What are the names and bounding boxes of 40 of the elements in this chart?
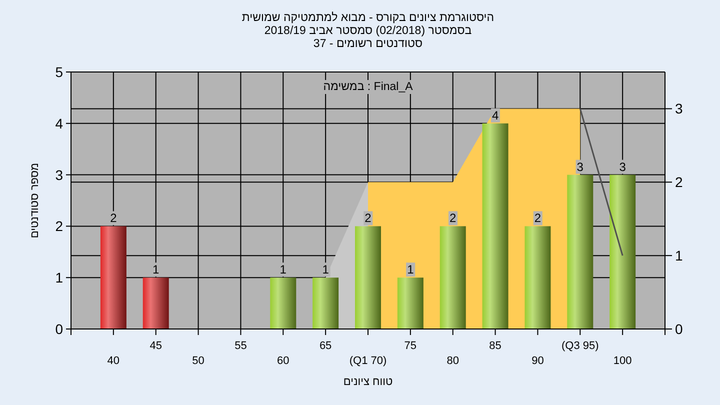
x-axis-title: טווח ציונים <box>343 376 393 388</box>
x-tick-label: 55 <box>234 340 247 352</box>
x-tick-label: (Q3 95) <box>561 340 599 352</box>
chart-title: היסטוגרמת ציונים בקורס - מבוא למתמטיקה שמושית <box>242 11 494 24</box>
data-label: 1 <box>280 262 287 277</box>
y-tick-label: 3 <box>55 166 64 183</box>
y2-tick-label: 2 <box>675 174 683 190</box>
x-tick-label: 45 <box>150 340 162 352</box>
y2-tick-label: 3 <box>675 100 683 117</box>
data-label: 3 <box>619 160 626 174</box>
data-label: 2 <box>110 211 118 226</box>
y-tick-label: 5 <box>55 64 64 80</box>
annotation: במשימה : Final_A <box>323 81 414 93</box>
x-tick-label: 40 <box>107 355 120 367</box>
x-tick-label: 60 <box>277 355 290 367</box>
data-label: 3 <box>576 160 584 174</box>
x-tick-label: 90 <box>532 355 544 367</box>
data-label: 1 <box>152 262 160 277</box>
y-tick-label: 2 <box>55 218 64 234</box>
x-tick-label: 50 <box>192 355 204 367</box>
data-label: 1 <box>322 262 330 277</box>
data-label: 4 <box>492 108 499 122</box>
x-tick-label: 75 <box>404 340 417 352</box>
data-label: 2 <box>534 211 542 226</box>
y2-tick-label: 1 <box>675 248 683 264</box>
data-label: 2 <box>364 211 372 226</box>
text: סטודנטים רשומים - 37 <box>313 38 423 50</box>
y-tick-label: 4 <box>55 115 64 132</box>
y-axis-title: מספר סטודנטים <box>29 162 41 238</box>
x-tick-label: 100 <box>613 355 632 367</box>
y-tick-label: 1 <box>55 270 64 286</box>
x-tick-label: 80 <box>446 355 459 367</box>
y2-tick-label: 0 <box>675 321 683 337</box>
x-tick-label: 85 <box>489 340 502 352</box>
y-tick-label: 0 <box>55 321 64 337</box>
chart-subtitle: בסמסטר (02/2018) סמסטר אביב 2018/19 <box>264 25 472 37</box>
data-label: 2 <box>450 211 457 226</box>
x-tick-label: 65 <box>319 340 332 352</box>
x-tick-label: (Q1 70) <box>349 355 387 367</box>
data-label: 1 <box>407 262 414 277</box>
